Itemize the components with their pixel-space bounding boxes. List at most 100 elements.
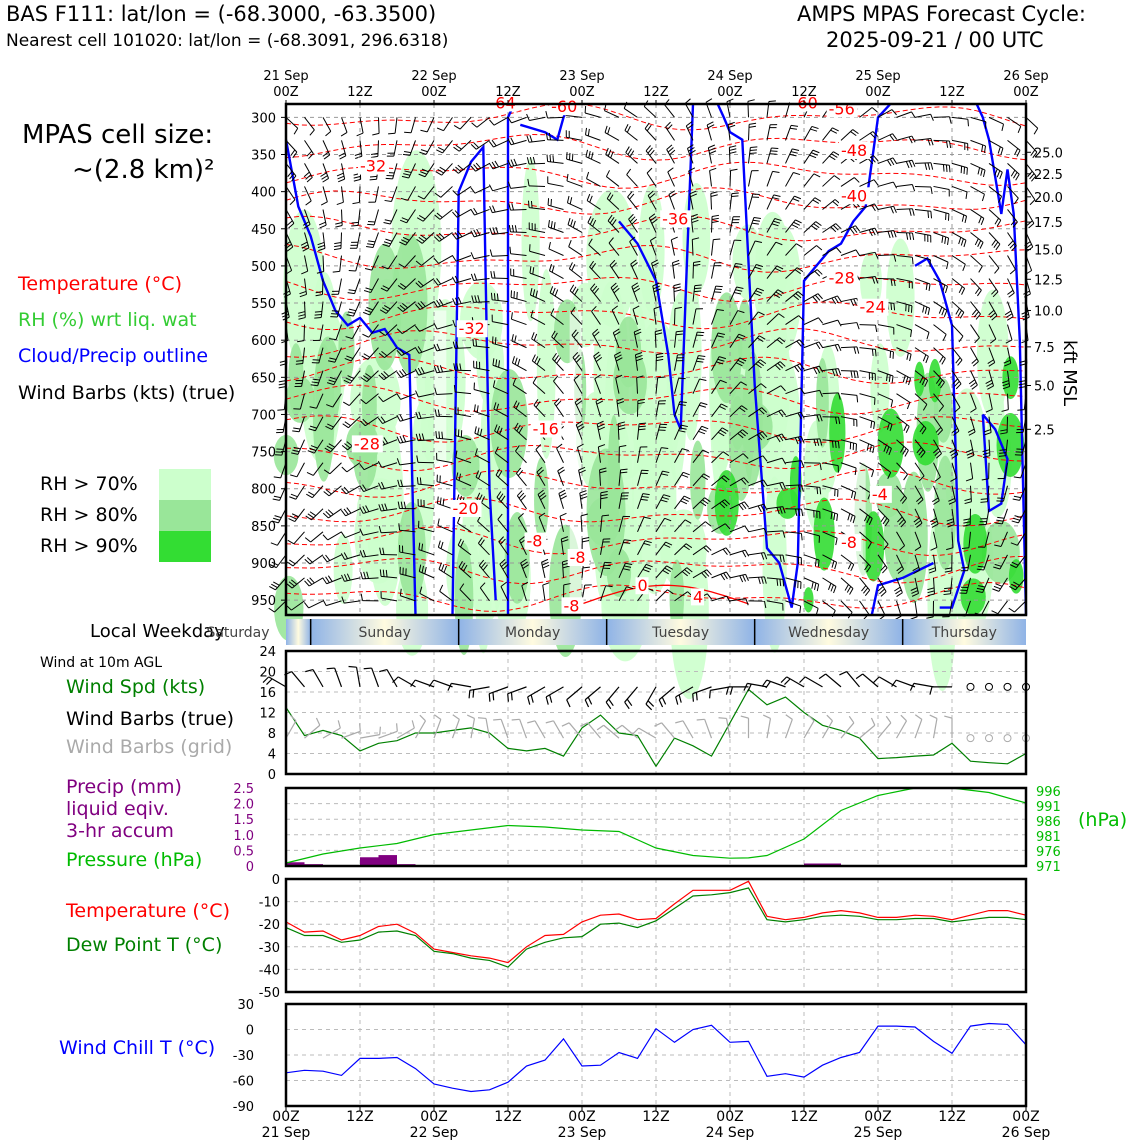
wind-barb-feather [470,144,477,150]
wind-barb [372,232,379,248]
wind-barb [580,515,583,532]
wind-barb-feather [325,554,331,561]
wind-barb-feather [672,262,680,267]
wind-barb-feather [344,357,352,362]
wind-barb-feather [529,135,533,143]
bottom-hour-label: 12Z [346,1109,373,1125]
temp-label-bg [857,298,889,316]
wind-barb-true [371,667,380,688]
wind-barb-feather [570,219,574,227]
wind-barb-feather [660,499,668,503]
wind-barb-grid-feather [289,714,297,722]
wind-barb-feather [399,241,406,246]
wind-barb-feather [307,450,315,454]
wind-barb-feather [1033,127,1039,135]
wind-barb-feather [760,552,765,560]
wind-barb-feather [348,289,356,292]
wind-barb-feather [868,229,873,237]
wind-barb-feather [735,289,743,292]
wind-barb-feather [971,358,978,364]
temp-contour-label: -28 [354,434,380,453]
wind-barb-grid-feather [718,717,727,720]
wind-barb-feather [518,426,523,434]
wind-barb-feather [336,201,344,206]
wind-barb-feather [369,175,378,178]
wind-barb-feather [893,303,896,311]
temp-label-bg [351,435,383,453]
wind-barb [803,531,820,537]
wind-barb-feather [944,567,952,570]
wind-barb-feather [911,160,916,167]
wind-barb [491,255,509,257]
wind-barb-true [913,682,934,688]
wind-barb-feather [849,227,855,235]
wind-barb-feather [830,584,834,592]
wind-barb [822,247,837,256]
wind-barb-grid-calm [966,734,975,743]
wind-barb-feather [381,503,385,511]
wind-barb-feather [323,491,330,497]
wind-barb-feather [304,558,311,565]
wind-barb-feather [359,507,364,514]
wind-barb-true-feather [472,689,475,698]
wind-barb-feather [950,451,957,457]
wind-barb-feather [273,476,281,479]
wind-barb [586,178,601,187]
wind-barb-feather [922,354,927,362]
pressure-ytick-label: 981 [1036,830,1061,845]
wind-barb-feather [323,469,331,475]
wind-barb [385,324,398,336]
legend-rh70-label: RH > 70% [40,473,138,495]
wind-barb-feather [701,425,709,430]
wind-barb-grid-feather [914,714,923,720]
wind-barb-feather [796,340,802,347]
wind-barb-feather [760,383,767,389]
wind-barb [877,109,893,118]
wind-barb-grid-feather [395,723,398,732]
wind-barb-feather [587,216,592,223]
wind-barb-feather [560,495,567,500]
wind-barb-feather [535,444,542,450]
wind-barb-feather [945,140,949,148]
wind-barb-feather [921,378,926,386]
wind-barb-feather [1009,585,1016,591]
wind-barb-feather [687,124,694,129]
wind-barb-feather [496,403,500,411]
wind-barb-feather [833,586,837,594]
wind-barb-feather [950,477,957,482]
cloud-outline [914,256,966,609]
wind-barb-feather [306,150,313,157]
temp-ytick-label: 0 [272,873,280,888]
legend-rh90-swatch [159,531,211,562]
wind-barb-feather [1015,174,1020,181]
wind-barb-feather [295,363,303,365]
wind-barb-feather [518,492,525,499]
wind-barb-feather [567,217,571,225]
wind-barb-feather [291,175,297,182]
wind-barb-feather [289,559,296,565]
wind-barb-feather [1003,359,1011,364]
wind-barb-feather [526,113,530,121]
wind-barb-feather [607,127,611,135]
wind-barb-feather [396,458,401,466]
wind-barb-feather [834,296,839,304]
wind-barb-feather [834,344,839,352]
wind-barb-feather [737,433,744,439]
wind-barb-feather [686,567,693,573]
wind-barb-true-feather [678,694,682,703]
wind-barb-feather [415,260,422,266]
wind-barb-feather [609,259,616,266]
wind-barb-feather [976,587,984,591]
wind-barb-feather [708,147,716,152]
wind-barb-feather [308,491,315,496]
wind-barb-feather [999,452,1007,454]
wind-barb-feather [582,540,590,543]
wind-barb [748,170,753,187]
wind-barb [933,462,941,478]
wind-barb-feather [736,286,744,289]
wind-barb-true-feather [379,668,388,673]
wind-barb-feather [773,220,781,224]
wind-barb [326,600,342,607]
legend-temperature: Temperature (°C) [18,273,182,295]
wind-barb-feather [906,402,911,410]
